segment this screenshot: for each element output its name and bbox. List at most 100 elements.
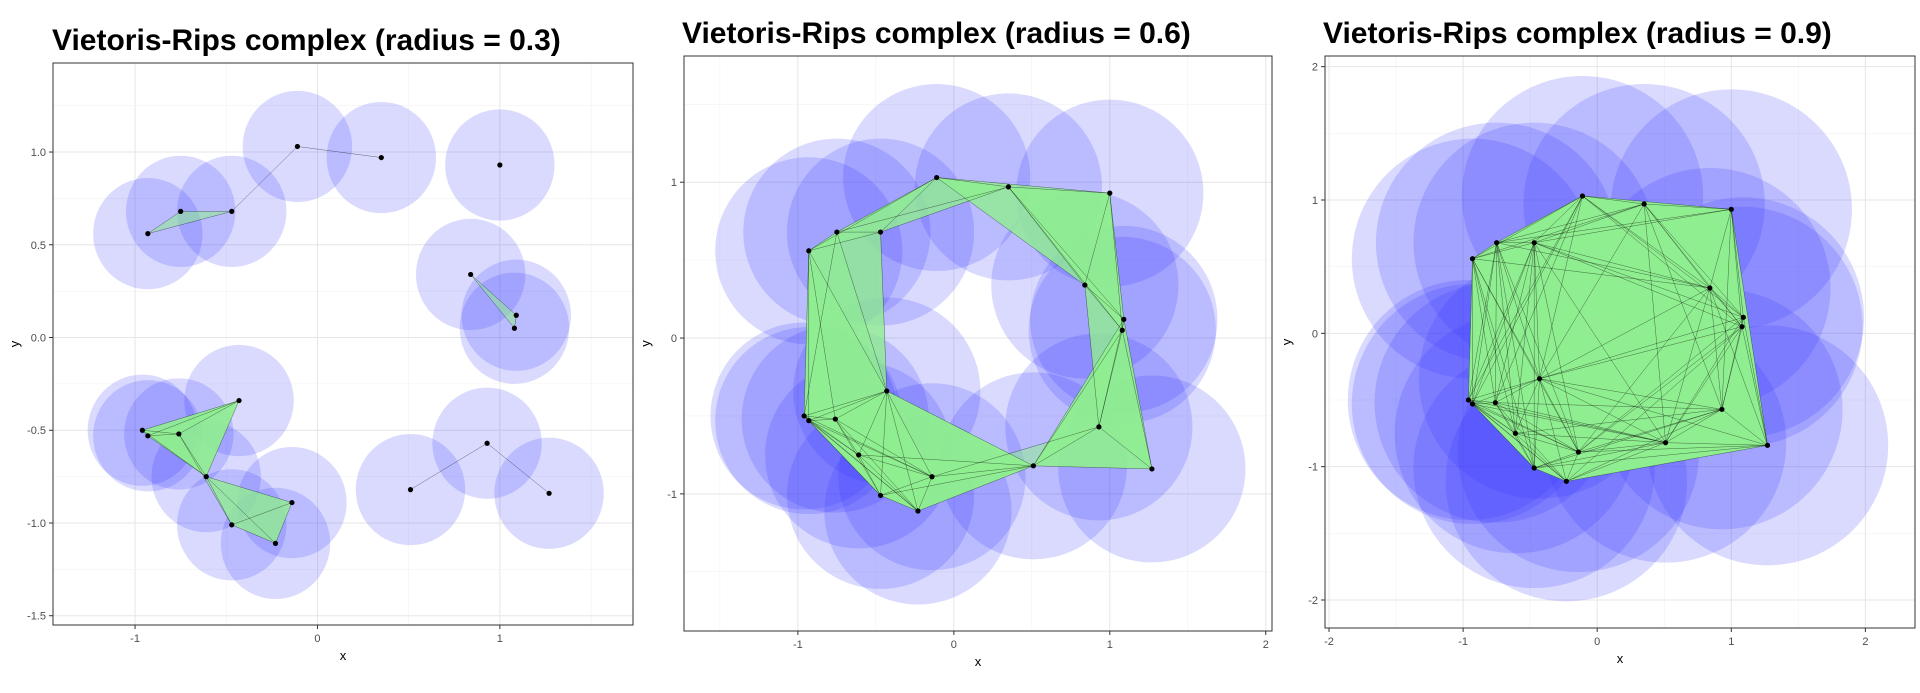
simplex-edge [1472, 195, 1583, 259]
simplex-edge [886, 390, 919, 512]
simplex-edge [1741, 326, 1768, 446]
simplex-edge [1472, 378, 1540, 405]
simplex-edge [1008, 186, 1124, 320]
chart-title: Vietoris-Rips complex (radius = 0.9) [1323, 17, 1832, 50]
simplex-edge [804, 390, 887, 417]
simplex-edge [1534, 242, 1743, 327]
simplex-edge [836, 177, 937, 233]
simplex-edge [1472, 403, 1535, 469]
simplex-edge [1495, 402, 1722, 410]
data-point [1536, 376, 1543, 382]
simplex-edge [1721, 209, 1732, 410]
data-point [877, 229, 884, 235]
simplex-edge [1472, 203, 1645, 259]
data-point [1121, 316, 1127, 322]
data-point [272, 540, 279, 546]
simplex-edge [1721, 409, 1768, 446]
simplex-edge [1566, 326, 1743, 482]
simplex-edge [886, 390, 1034, 467]
simplex-edge [1468, 242, 1497, 401]
simplex-edge [206, 476, 232, 525]
x-tick-label: 0 [951, 639, 957, 651]
x-axis-label: x [1617, 651, 1624, 666]
data-point [1082, 282, 1088, 288]
simplex-edge [1566, 442, 1666, 482]
simplex-edge [147, 211, 232, 234]
simplex-edge [1109, 193, 1123, 331]
simplex-edge [808, 390, 887, 421]
simplex-edge [1534, 467, 1567, 482]
panel-border [1324, 55, 1916, 629]
simplex-edge [1582, 195, 1732, 210]
simplex-edge [1496, 209, 1732, 243]
simplex-edge [1495, 242, 1497, 403]
y-tick-label: 1 [1312, 195, 1318, 207]
simplex-triangle [178, 400, 240, 477]
simplex-edge [1084, 284, 1123, 331]
simplex-edge [1534, 242, 1744, 318]
simplex-edge [1496, 242, 1579, 453]
simplex-edge [1731, 209, 1768, 446]
simplex-edge [1472, 403, 1567, 482]
y-tick-label: 2 [1312, 62, 1318, 74]
simplex-edge [1472, 242, 1535, 405]
simplex-edge [1033, 426, 1099, 467]
simplex-edge [1578, 445, 1768, 453]
data-point [1728, 206, 1734, 212]
simplex-edge [1534, 445, 1768, 469]
simplex-edge [231, 524, 276, 544]
simplex-edge [142, 430, 207, 477]
y-tick-label: 1.0 [31, 147, 46, 159]
panel-border [52, 62, 634, 626]
simplex-edge [836, 186, 1009, 233]
data-point [1707, 285, 1713, 291]
panel-radius-0.9: Vietoris-Rips complex (radius = 0.9) -2 -… [1279, 17, 1916, 666]
x-tick-label: -1 [130, 633, 140, 645]
simplex-edge [1472, 242, 1497, 259]
data-point [934, 174, 940, 181]
chart-title: Vietoris-Rips complex (radius = 0.6) [682, 17, 1191, 50]
panel-radius-0.6: Vietoris-Rips complex (radius = 0.6) -1 0… [638, 17, 1273, 669]
simplex-edge [808, 420, 859, 456]
simplex-edge [1515, 433, 1579, 453]
simplex-edge [1643, 203, 1723, 410]
simplex-edge [1495, 378, 1540, 403]
simplex-edge [1472, 258, 1710, 289]
data-point [1512, 430, 1519, 436]
simplex-edge [1534, 242, 1710, 289]
x-tick-label: 2 [1263, 639, 1269, 651]
y-tick-label: -1.0 [27, 518, 46, 530]
y-tick-label: -0.5 [27, 425, 46, 437]
simplex-edge [1468, 242, 1535, 401]
y-tick-label: 0 [1312, 328, 1318, 340]
data-point [511, 325, 518, 331]
y-axis-label: y [1279, 338, 1294, 345]
data-point [229, 208, 235, 214]
data-point [139, 427, 145, 433]
data-point [407, 487, 414, 493]
simplex-edge [936, 177, 1085, 286]
simplex-edge [1539, 203, 1645, 379]
simplex-triangle [231, 502, 292, 544]
simplex-edge [1533, 242, 1579, 453]
x-axis-label: x [975, 654, 982, 669]
data-point [1575, 449, 1582, 455]
data-point [1469, 256, 1476, 262]
simplex-edge [808, 420, 881, 496]
plot-area [1347, 76, 1889, 602]
y-axis-label: y [638, 340, 653, 347]
simplex-edge [1533, 242, 1540, 379]
simplex-edge [1731, 209, 1743, 327]
simplex-edge [808, 231, 837, 251]
data-point [1494, 240, 1500, 246]
simplex-edge [147, 211, 181, 234]
simplex-triangle [1098, 330, 1152, 469]
simplex-edge [1539, 287, 1710, 379]
data-point [1764, 442, 1771, 448]
simplex-edge [1731, 209, 1744, 318]
simplex-edge [1496, 242, 1516, 434]
simplex-edge [1539, 195, 1583, 379]
simplex-edge [1008, 186, 1110, 194]
simplex-edge [470, 274, 515, 329]
simplex-triangle [1721, 326, 1768, 446]
